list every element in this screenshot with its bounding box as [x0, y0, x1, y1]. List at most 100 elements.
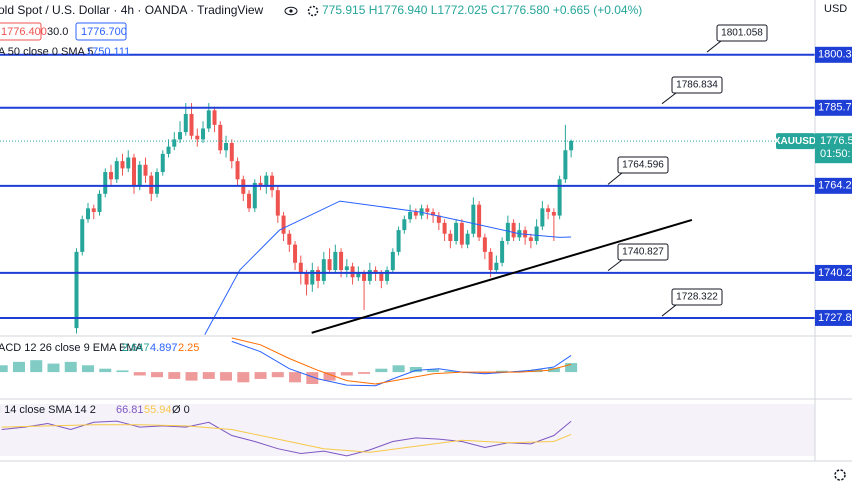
candle-body [511, 222, 516, 238]
symbol-tag [776, 133, 815, 150]
candle-body [367, 270, 372, 281]
ohlc-values: 775.915 H1776.940 L1772.025 C1776.580 +0… [322, 3, 642, 17]
level-label: 1740.2 [818, 267, 852, 279]
callout-box [671, 76, 723, 94]
candle-body [540, 208, 545, 227]
candle-body [252, 182, 257, 209]
rsi-value: 66.81 [116, 404, 144, 416]
macd-histogram-bar [220, 372, 233, 381]
candle-body [149, 175, 154, 194]
symbol-title[interactable]: old Spot / U.S. Dollar · 4h · OANDA · Tr… [0, 3, 264, 17]
candle-body [459, 222, 464, 245]
candle-body [569, 140, 574, 151]
candle-body [321, 259, 326, 281]
candle-body [471, 204, 476, 234]
sma-legend[interactable]: A 50 close 0 SMA 5 [0, 46, 93, 58]
macd-line [231, 337, 572, 385]
currency[interactable]: USD [824, 3, 847, 15]
candle-body [74, 251, 79, 329]
candle-body [247, 193, 252, 209]
candle-body [132, 157, 137, 187]
callout-box [617, 156, 669, 174]
candle-body [379, 273, 384, 281]
level-label: 1727.8 [818, 312, 852, 324]
macd-histogram-bar [358, 372, 371, 374]
sell-button[interactable] [0, 22, 42, 41]
candle-body [350, 266, 355, 278]
candle-body [155, 172, 160, 194]
candle-body [137, 164, 142, 187]
callout-label: 1764.596 [622, 160, 664, 171]
macd-histogram-bar [565, 363, 578, 373]
candle-body [120, 161, 125, 169]
callout-pointer [607, 172, 623, 185]
candle-body [339, 251, 344, 271]
candle-body [425, 208, 430, 212]
macd-signal-value: 2.25 [178, 342, 199, 354]
candle-body [97, 193, 102, 212]
macd-histogram-bar [30, 360, 43, 373]
candle-body [477, 204, 482, 238]
settings-icon[interactable] [307, 5, 319, 17]
buy-price[interactable]: 1776.700 [81, 26, 127, 38]
macd-histogram-bar [289, 372, 302, 383]
candle-body [160, 153, 165, 173]
candle-body [482, 237, 487, 252]
candle-body [454, 222, 459, 241]
macd-legend[interactable]: ACD 12 26 close 9 EMA EMA [0, 342, 144, 354]
spread: 30.0 [47, 26, 68, 38]
eye-icon[interactable] [284, 6, 298, 16]
price-tag [815, 133, 852, 164]
buy-button[interactable] [75, 22, 127, 41]
candle-body [494, 262, 499, 271]
rsi-line [1, 420, 572, 457]
candle-body [195, 135, 200, 140]
candle-body [333, 251, 338, 271]
callout-box [617, 243, 669, 261]
candle-body [396, 230, 401, 252]
macd-histogram-bar [99, 368, 112, 373]
candle-body [385, 270, 390, 281]
macd-hist-value: 2.647 [122, 342, 150, 354]
settings-gear[interactable] [834, 469, 846, 481]
candle-body [114, 161, 119, 180]
candle-body [287, 233, 292, 245]
candle-body [316, 270, 321, 281]
candle-body [557, 179, 562, 216]
candle-body [166, 146, 171, 154]
level-label: 1800.3 [818, 49, 852, 61]
candle-body [373, 270, 378, 274]
candle-body [436, 215, 441, 223]
sell-price[interactable]: 1776.400 [1, 26, 47, 38]
macd-histogram-bar [47, 363, 60, 373]
candle-body [172, 139, 177, 147]
callout-box [671, 288, 723, 306]
candle-body [413, 211, 418, 216]
candle-body [235, 161, 240, 180]
candle-body [80, 219, 85, 252]
candle-body [534, 226, 539, 241]
candle-body [218, 124, 223, 151]
rsi-legend[interactable]: I 14 close SMA 14 2 [0, 404, 96, 416]
level-label-box [815, 177, 852, 194]
candle-body [408, 211, 413, 220]
level-label-box [815, 264, 852, 281]
level-label: 1764.2 [818, 180, 852, 192]
callout-pointer [706, 40, 722, 53]
macd-histogram-bar [375, 368, 388, 373]
callout-pointer [661, 92, 677, 105]
candle-body [505, 222, 510, 241]
candle-body [85, 208, 90, 220]
macd-histogram-bar [392, 365, 405, 373]
level-label: 1785.7 [818, 102, 852, 114]
macd-histogram-bar [81, 365, 94, 373]
macd-histogram-bar [0, 365, 8, 373]
macd-histogram-bar [116, 370, 129, 373]
candle-body [270, 175, 275, 191]
rsi-line [1, 424, 572, 453]
candle-body [103, 172, 108, 194]
countdown: 01:50: [820, 148, 851, 160]
candle-body [327, 259, 332, 271]
sma-line [204, 200, 572, 335]
